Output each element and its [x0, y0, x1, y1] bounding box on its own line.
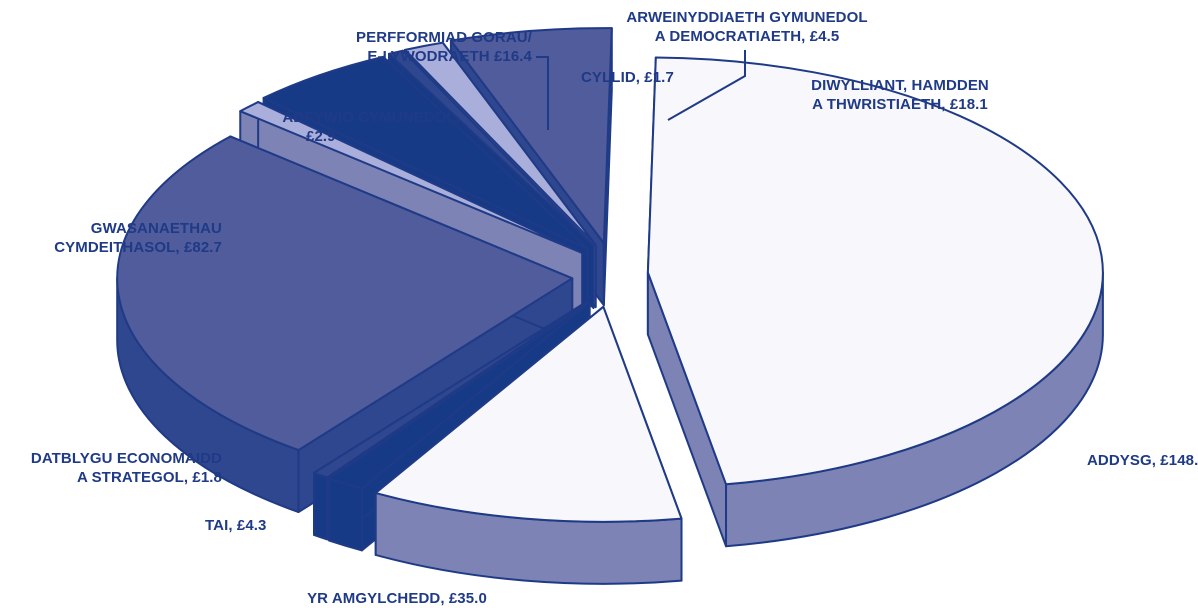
slice-label-arweinyddiaeth-gymunedol: ARWEINYDDIAETH GYMUNEDOL A DEMOCRATIAETH… [626, 9, 868, 45]
slice-label-gwasanaethau-cymdeithasol: GWASANAETHAU CYMDEITHASOL, £82.7 [54, 220, 222, 256]
slice-wall-tai [328, 477, 363, 552]
leader-arweinyddiaeth-gymunedol [667, 50, 746, 121]
slice-top-gwasanaethau-cymdeithasol [116, 135, 574, 452]
slice-label-cyllid: CYLLID, £1.7 [581, 69, 674, 86]
slice-label-yr-amgylchedd: YR AMGYLCHEDD, £35.0 [307, 590, 487, 607]
leader-perfformiad-gorau [536, 56, 549, 130]
slice-label-datblygu-economaidd: DATBLYGU ECONOMAIDD A STRATEGOL, £1.8 [30, 450, 222, 486]
pie-slice-addysg [646, 56, 1104, 548]
slice-label-diwylliant-hamdden: DIWYLLIANT, HAMDDEN A THWRISTIAETH, £18.… [811, 77, 989, 113]
pie-wedges [116, 27, 1104, 585]
slice-top-addysg [646, 56, 1104, 486]
slice-top-adfywio-cymunedol [239, 101, 584, 254]
leader-lines [536, 50, 746, 130]
slice-top-tai [328, 301, 591, 490]
slice-top-diwylliant-hamdden-a-thwristiaeth [449, 27, 613, 245]
slice-label-addysg: ADDYSG, £148.3 [1087, 452, 1198, 469]
slice-label-tai: TAI, £4.3 [205, 517, 267, 534]
slice-top-datblygu-economaidd-a-strategol [313, 300, 589, 479]
slice-label-perfformiad-gorau: PERFFORMIAD GORAU/ E-LYWODRAETH £16.4 [356, 29, 532, 65]
slice-top-cyllid [387, 49, 595, 247]
slice-label-adfywio-cymunedol: ADFYWIO CYMUNEDOL, £2.9 [282, 109, 460, 145]
pie-slice-yr-amgylchedd [374, 305, 683, 585]
slice-wall-datblygu-economaidd-a-strategol [313, 471, 329, 541]
slice-top-perfformiad-gorau-e-lywodraeth [262, 55, 589, 250]
slice-top-yr-amgylchedd [374, 305, 683, 523]
slice-top-arweinyddiaeth-gymunedol-a-democratiaeth [403, 41, 597, 247]
